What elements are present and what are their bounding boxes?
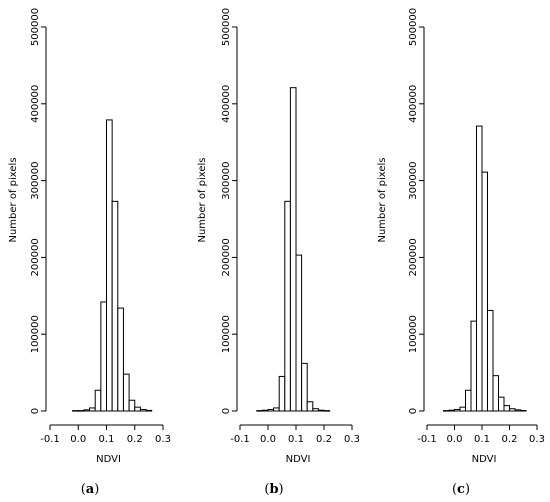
histogram-bar [295, 254, 303, 412]
x-axis-title: NDVI [286, 454, 311, 465]
y-tick-label: 300000 [30, 162, 41, 200]
histogram-bar [94, 389, 102, 412]
x-tick-label: 0.0 [447, 434, 463, 445]
histogram-bar [134, 406, 141, 412]
histogram-bar [77, 410, 85, 412]
y-axis-title: Number of pixels [377, 157, 388, 242]
histogram-bar [145, 409, 153, 412]
histogram-bar [100, 301, 107, 412]
panel-caption: (a) [81, 482, 100, 497]
panel-caption: (b) [264, 482, 283, 497]
histogram-bar [261, 409, 269, 412]
histogram-bar [301, 362, 308, 412]
histogram-bar [492, 375, 499, 412]
x-tick-label: -0.1 [417, 434, 437, 445]
histogram-bar [284, 200, 291, 412]
x-tick-label: 0.2 [502, 434, 518, 445]
panel-caption: (c) [452, 482, 470, 497]
histogram-bar [267, 408, 275, 412]
histogram-panel-c: -0.1 0.0 0.1 0.2 0.3 NDVI 0 100000 200000 300000 4… [377, 8, 545, 497]
y-axis-title: Number of pixels [8, 157, 19, 242]
histogram-bar [312, 408, 319, 412]
histogram-bar [89, 407, 96, 412]
histogram-bar [481, 171, 488, 412]
y-tick-label: 300000 [221, 162, 232, 200]
histogram-bar [487, 309, 494, 412]
x-tick-label: 0.3 [344, 434, 360, 445]
histogram-bar [323, 410, 331, 412]
histogram-bar [139, 408, 147, 412]
x-axis-title: NDVI [472, 454, 497, 465]
histogram-bar [106, 119, 113, 412]
x-tick-label: 0.3 [529, 434, 545, 445]
y-tick-label: 100000 [30, 315, 41, 353]
y-tick-label: 200000 [30, 238, 41, 276]
y-tick-label: 500000 [30, 8, 41, 46]
histogram-bar [443, 410, 450, 412]
histogram-bar [117, 307, 124, 412]
x-tick-label: 0.0 [260, 434, 276, 445]
histogram-bar [454, 408, 461, 412]
x-tick-label: 0.1 [99, 434, 115, 445]
y-tick-label: 500000 [221, 8, 232, 46]
x-tick-label: 0.3 [155, 434, 171, 445]
y-tick-label: 100000 [408, 315, 419, 353]
histogram-bar [509, 408, 516, 412]
histogram-bar [317, 409, 325, 412]
histogram-bar [465, 389, 472, 412]
histogram-bar [278, 375, 286, 412]
y-tick-label: 0 [408, 408, 419, 414]
histogram-bar [503, 405, 510, 412]
x-tick-label: 0.2 [127, 434, 143, 445]
y-tick-label: 200000 [408, 238, 419, 276]
histogram-bar [520, 409, 527, 412]
histogram-bar [83, 409, 91, 412]
y-tick-label: 400000 [30, 85, 41, 123]
histogram-bar [498, 396, 505, 412]
histogram-bar [122, 373, 130, 412]
histogram-bar [128, 399, 136, 412]
y-tick-label: 300000 [408, 162, 419, 200]
histogram-bar [256, 410, 263, 412]
y-tick-label: 500000 [408, 8, 419, 46]
histogram-bar [306, 401, 314, 412]
histogram-bar [470, 320, 477, 412]
y-tick-label: 400000 [408, 85, 419, 123]
histogram-bar [273, 407, 280, 412]
histogram-bar [289, 87, 297, 412]
x-tick-label: 0.0 [70, 434, 86, 445]
y-tick-label: 400000 [221, 85, 232, 123]
y-tick-label: 0 [221, 408, 232, 414]
x-tick-label: -0.1 [40, 434, 60, 445]
x-axis-title: NDVI [96, 454, 121, 465]
y-tick-label: 200000 [221, 238, 232, 276]
x-tick-label: -0.1 [230, 434, 250, 445]
x-tick-label: 0.1 [288, 434, 304, 445]
histogram-panel-b: -0.1 0.0 0.1 0.2 0.3 NDVI 0 100000 200000 300000 4… [197, 8, 360, 497]
histogram-bar [448, 409, 455, 412]
histogram-bar [111, 200, 119, 412]
x-tick-label: 0.2 [316, 434, 332, 445]
y-axis-title: Number of pixels [197, 157, 208, 242]
histogram-bar [72, 410, 79, 412]
histogram-bar [514, 409, 521, 412]
histogram-bar [459, 406, 466, 412]
y-tick-label: 0 [30, 408, 41, 414]
y-tick-label: 100000 [221, 315, 232, 353]
histogram-bar [476, 125, 483, 412]
histogram-panel-a: -0.1 0.0 0.1 0.2 0.3 NDVI 0 100000 200000 300000 4… [8, 8, 171, 497]
x-tick-label: 0.1 [474, 434, 490, 445]
